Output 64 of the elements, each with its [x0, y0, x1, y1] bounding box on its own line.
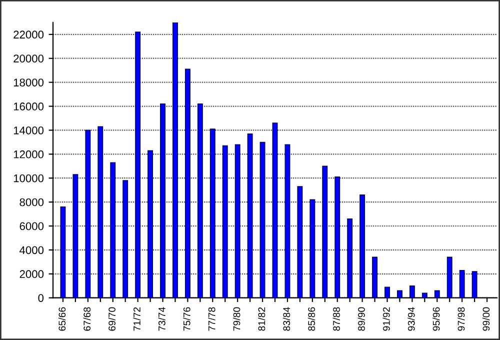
x-tick-label: 83/84 [282, 307, 290, 331]
y-tick-label: 2000 [20, 270, 44, 278]
bar [360, 194, 366, 298]
bar [397, 290, 402, 298]
bar [334, 176, 340, 298]
y-tick-label: 10000 [14, 174, 44, 182]
bar [98, 126, 104, 298]
x-tick-label: 77/78 [208, 307, 216, 331]
y-tick-label: 16000 [14, 102, 44, 110]
bar [297, 186, 303, 298]
x-tick-label: 81/82 [258, 307, 266, 331]
bar [422, 292, 428, 298]
bar [347, 218, 353, 298]
x-tick-label: 69/70 [108, 307, 116, 331]
bar [434, 290, 440, 298]
x-tick-label: 85/86 [308, 307, 316, 331]
x-tick-label: 73/74 [158, 307, 166, 331]
y-tick-label: 8000 [20, 198, 44, 206]
bar [322, 166, 328, 298]
bar [197, 104, 203, 298]
y-tick-label: 18000 [14, 78, 44, 86]
bar [60, 206, 66, 298]
x-tick-label: 79/80 [233, 307, 240, 331]
x-tick-label: 91/92 [382, 307, 390, 331]
bar [172, 22, 178, 298]
x-tick-label: 75/76 [183, 307, 190, 331]
y-tick-label: 14000 [14, 126, 44, 134]
bar [446, 256, 452, 298]
bar [260, 142, 266, 298]
bar [459, 270, 465, 298]
bar [384, 286, 390, 298]
x-tick-label: 71/72 [133, 307, 140, 331]
x-tick-label: 95/96 [432, 307, 440, 331]
bar [234, 144, 240, 298]
x-tick-label: 93/94 [408, 307, 415, 331]
bar [372, 256, 378, 298]
bar [72, 174, 78, 298]
bar [409, 286, 415, 298]
x-tick-label: 65/66 [58, 307, 66, 331]
bar [222, 145, 228, 298]
x-tick-label: 87/88 [332, 307, 340, 331]
y-tick-label: 4000 [20, 246, 44, 254]
bar [310, 199, 316, 298]
bar [110, 162, 116, 298]
bar [122, 180, 128, 298]
bar [85, 130, 91, 298]
bar [472, 271, 478, 298]
bar [210, 128, 216, 298]
x-tick-label: 67/68 [83, 307, 91, 331]
y-tick-label: 22000 [14, 30, 44, 39]
bar [247, 133, 253, 298]
bar [272, 122, 278, 298]
x-tick-label: 99/00 [482, 307, 490, 331]
y-tick-label: 0 [38, 294, 44, 302]
y-tick-label: 12000 [14, 150, 44, 158]
y-tick-label: 20000 [14, 54, 44, 62]
x-tick-label: 89/90 [358, 307, 365, 331]
y-tick-label: 6000 [20, 222, 44, 230]
bar [135, 32, 141, 298]
bar [184, 68, 190, 298]
bar [284, 144, 290, 298]
bar [160, 104, 166, 298]
bar [148, 150, 153, 298]
x-tick-label: 97/98 [458, 307, 465, 331]
